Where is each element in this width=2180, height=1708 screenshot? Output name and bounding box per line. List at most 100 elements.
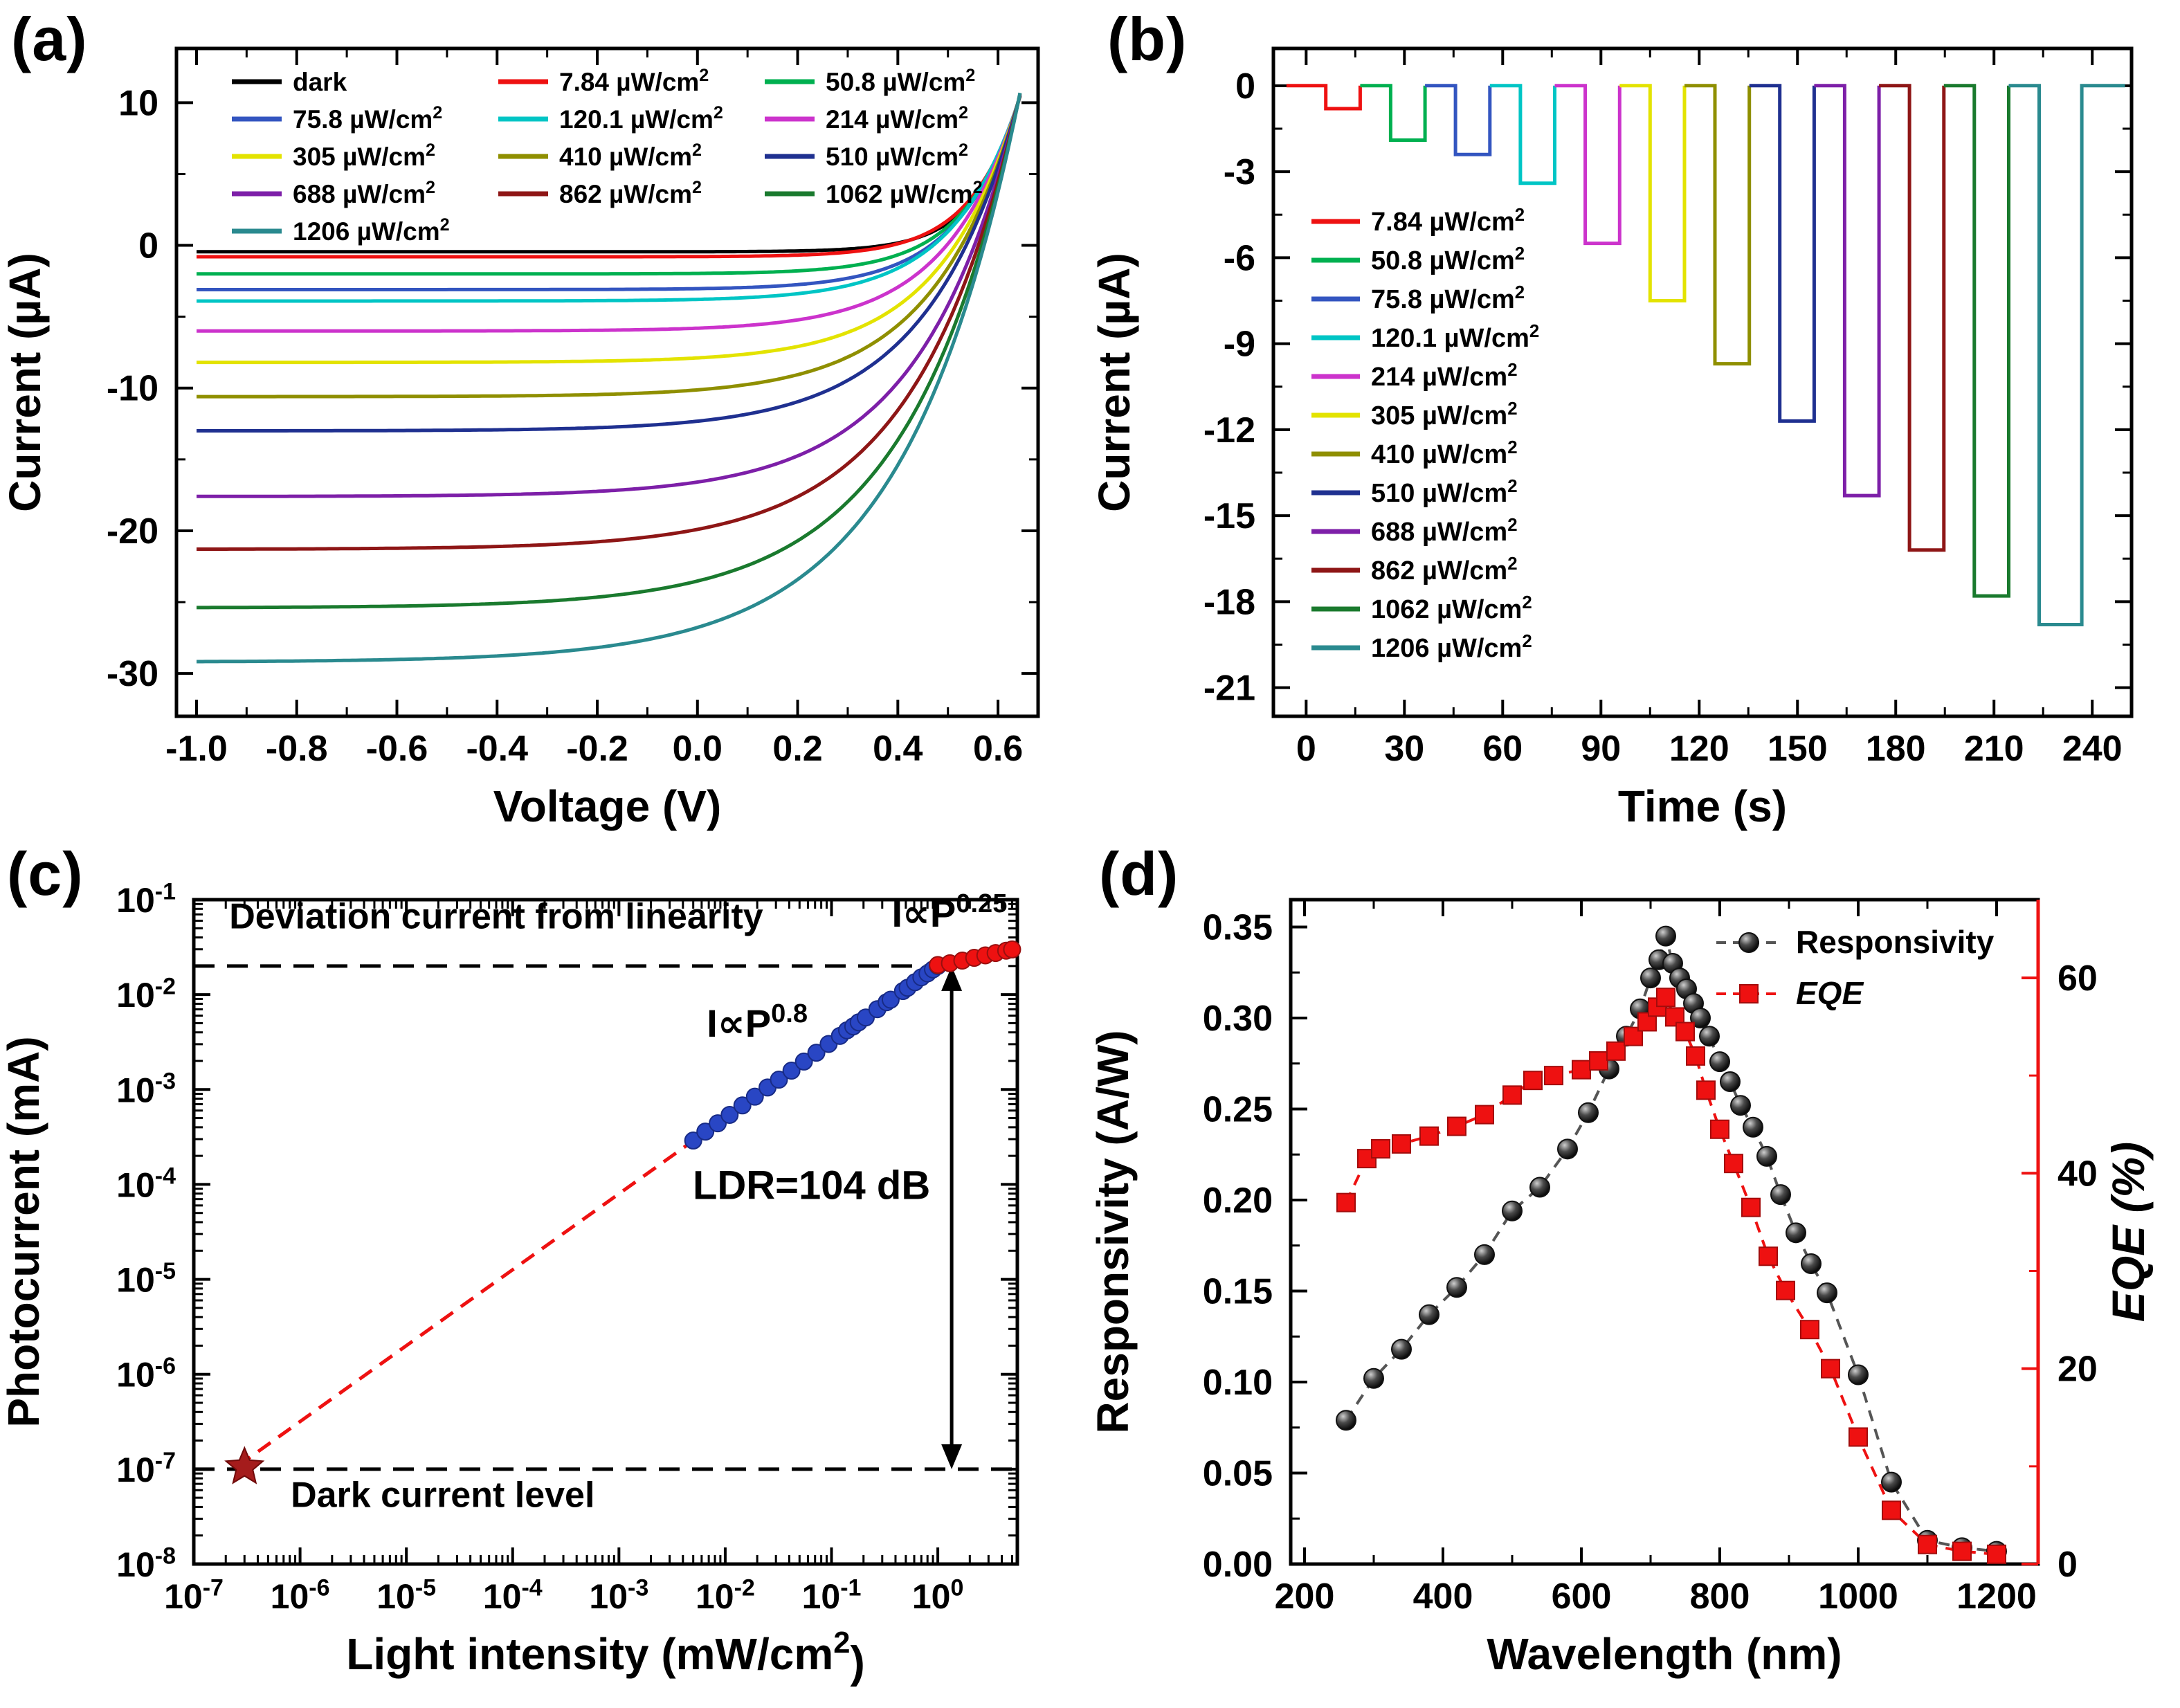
eqe-point (1741, 1197, 1761, 1217)
svg-text:-9: -9 (1224, 325, 1255, 365)
data-point-p08 (696, 1123, 715, 1141)
svg-text:Current (µA): Current (µA) (1089, 253, 1139, 512)
svg-text:10-1: 10-1 (116, 878, 176, 920)
data-point-p08 (794, 1052, 813, 1071)
legend-label: 50.8 µW/cm2 (826, 66, 975, 96)
svg-text:1000: 1000 (1818, 1577, 1898, 1617)
svg-text:-1.0: -1.0 (165, 729, 228, 769)
axes: 10-7 10-6 10-5 10-4 10-3 10-2 10-1 10010-810-71… (0, 878, 1019, 1687)
svg-text:10-2: 10-2 (116, 973, 176, 1015)
svg-text:1200: 1200 (1956, 1577, 2037, 1617)
responsivity-point (1502, 1200, 1523, 1221)
annotation: I∝P0.8 (707, 999, 808, 1045)
iv-curve (197, 96, 1022, 259)
responsivity-point (1640, 967, 1661, 989)
eqe-point (1696, 1080, 1716, 1100)
dark-current-star (224, 1446, 265, 1484)
svg-text:10-5: 10-5 (376, 1574, 436, 1616)
svg-text:200: 200 (1275, 1577, 1335, 1617)
pulse-trace (1360, 84, 1427, 142)
svg-text:90: 90 (1581, 729, 1621, 769)
svg-text:-18: -18 (1203, 582, 1255, 622)
svg-text:10-3: 10-3 (116, 1069, 176, 1110)
legend-label: 862 µW/cm2 (559, 178, 702, 208)
responsivity-point (1529, 1176, 1550, 1198)
svg-text:-12: -12 (1203, 410, 1255, 451)
svg-text:10-8: 10-8 (116, 1543, 176, 1584)
eqe-point (1572, 1060, 1591, 1080)
svg-text:-21: -21 (1203, 669, 1255, 709)
pulse-trace (1684, 84, 1752, 366)
pulse-trace (1554, 84, 1622, 246)
svg-text:-3: -3 (1224, 152, 1255, 192)
legend-label: 510 µW/cm2 (1371, 477, 1518, 508)
svg-text:10-3: 10-3 (589, 1574, 648, 1616)
legend-label: 410 µW/cm2 (1371, 438, 1518, 469)
iv-curve (197, 96, 1022, 276)
panel-d-chart: 200 400 600 800 1000 12000.000.050.100.150.20… (1088, 898, 2154, 1679)
axes: 200 400 600 800 1000 1200 0.00 0.05 0.10 0.15 0.20… (1088, 898, 2040, 1679)
svg-text:180: 180 (1866, 729, 1926, 769)
data-point-p08 (807, 1044, 826, 1062)
panel-b-label: (b) (1107, 5, 1188, 73)
iv-curve (197, 95, 1022, 433)
svg-text:0: 0 (2058, 1545, 2078, 1585)
responsivity-point (1419, 1304, 1439, 1325)
pulse-trace (1879, 84, 1946, 552)
svg-text:Voltage (V): Voltage (V) (493, 781, 722, 831)
svg-text:600: 600 (1552, 1577, 1612, 1617)
pulse-trace (1619, 84, 1687, 302)
svg-text:150: 150 (1768, 729, 1828, 769)
legend-label: 120.1 µW/cm2 (559, 103, 723, 134)
panel-d-label: (d) (1099, 839, 1179, 908)
iv-curve (197, 93, 1022, 498)
responsivity-point (1770, 1184, 1791, 1206)
svg-text:800: 800 (1690, 1577, 1750, 1617)
axes: 0 30 60 90 120 150 180 210 240 -21 -18 -15 -12 -9 -6 -3… (1089, 46, 2134, 831)
svg-text:100: 100 (912, 1574, 964, 1616)
data-point-p08 (733, 1096, 752, 1115)
svg-text:240: 240 (2062, 729, 2123, 769)
svg-text:-10: -10 (107, 369, 158, 409)
legend-label: 1206 µW/cm2 (293, 215, 450, 246)
svg-text:0.2: 0.2 (772, 729, 822, 769)
legend-label: 1062 µW/cm2 (826, 178, 983, 208)
svg-text:0: 0 (1235, 66, 1255, 107)
svg-text:Photocurrent (mA): Photocurrent (mA) (0, 1036, 48, 1427)
pulse-trace (1286, 84, 1362, 111)
data-point-p08 (782, 1062, 801, 1080)
data-point-p08 (720, 1105, 739, 1124)
legend-label: 7.84 µW/cm2 (1371, 206, 1525, 237)
responsivity-point (1743, 1116, 1763, 1138)
arrowhead-up (941, 965, 963, 991)
eqe-point (1523, 1071, 1543, 1091)
pulse-trace (1943, 84, 2010, 598)
responsivity-point (1730, 1095, 1751, 1116)
svg-text:-0.8: -0.8 (266, 729, 328, 769)
responsivity-point (1690, 1007, 1711, 1028)
iv-curve (197, 95, 1022, 399)
svg-text:120: 120 (1669, 729, 1729, 769)
eqe-point (1371, 1139, 1390, 1159)
iv-curve (197, 93, 1022, 610)
annotation: LDR=104 dB (693, 1163, 930, 1208)
svg-text:10-4: 10-4 (116, 1163, 176, 1205)
legend-label: 120.1 µW/cm2 (1371, 322, 1539, 353)
legend-label: 305 µW/cm2 (1371, 399, 1518, 430)
data-point-p08 (770, 1071, 788, 1089)
svg-text:-30: -30 (107, 654, 158, 694)
legend-label: 75.8 µW/cm2 (293, 103, 442, 134)
svg-text:10-7: 10-7 (164, 1574, 224, 1616)
responsivity-point (1655, 925, 1676, 947)
responsivity-point (1474, 1244, 1495, 1265)
svg-text:0.4: 0.4 (873, 729, 923, 769)
legend-label: 305 µW/cm2 (293, 140, 435, 171)
svg-text:Current (µA): Current (µA) (0, 253, 50, 512)
annotation: I∝P0.25 (892, 889, 1008, 935)
eqe-point (1952, 1541, 1972, 1561)
svg-text:-0.4: -0.4 (466, 729, 528, 769)
pulse-trace (1814, 84, 1881, 498)
data-point-p08 (684, 1132, 702, 1150)
svg-text:-15: -15 (1203, 496, 1255, 536)
